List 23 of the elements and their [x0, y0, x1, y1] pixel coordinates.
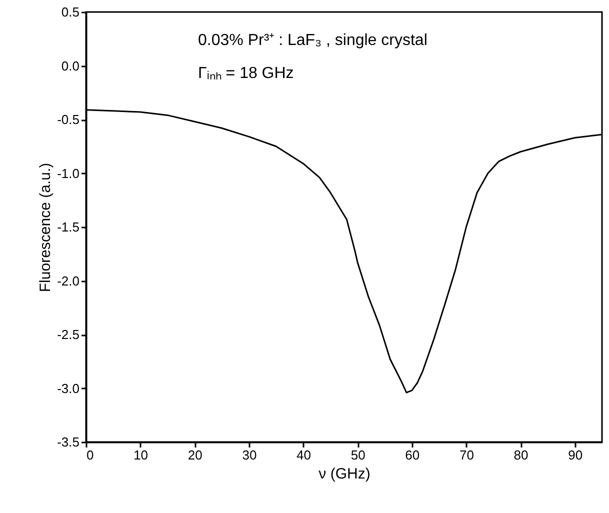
x-tick-label: 90: [568, 448, 583, 462]
annotation: Γᵢₙₕ = 18 GHz: [198, 65, 294, 82]
x-tick-label: 50: [350, 448, 366, 462]
y-axis-title: Fluorescence (a.u.): [37, 162, 54, 292]
x-tick-label: 30: [242, 448, 257, 462]
x-tick-label: 60: [405, 448, 420, 462]
x-tick-label: 70: [459, 448, 474, 462]
y-tick-label: -2.5: [57, 327, 80, 342]
x-tick-label: 0: [86, 448, 94, 462]
y-tick-label: -3.5: [57, 434, 80, 450]
x-tick-label: 80: [514, 448, 528, 462]
y-tick-label: 0.5: [61, 4, 80, 20]
y-tick-label: -0.5: [57, 112, 80, 127]
y-tick-label: -2.0: [57, 273, 80, 288]
y-tick-label: -1.0: [57, 166, 80, 181]
y-tick-label: 0.0: [61, 58, 80, 74]
x-tick-label: 20: [188, 448, 202, 462]
x-tick-label: 10: [134, 448, 148, 462]
y-tick-label: -1.5: [57, 220, 80, 234]
y-tick-label: -3.0: [57, 380, 80, 396]
x-axis-title: ν (GHz): [318, 466, 370, 482]
x-tick-label: 40: [296, 448, 311, 462]
annotation: 0.03% Pr³⁺ : LaF₃ , single crystal: [198, 32, 428, 49]
